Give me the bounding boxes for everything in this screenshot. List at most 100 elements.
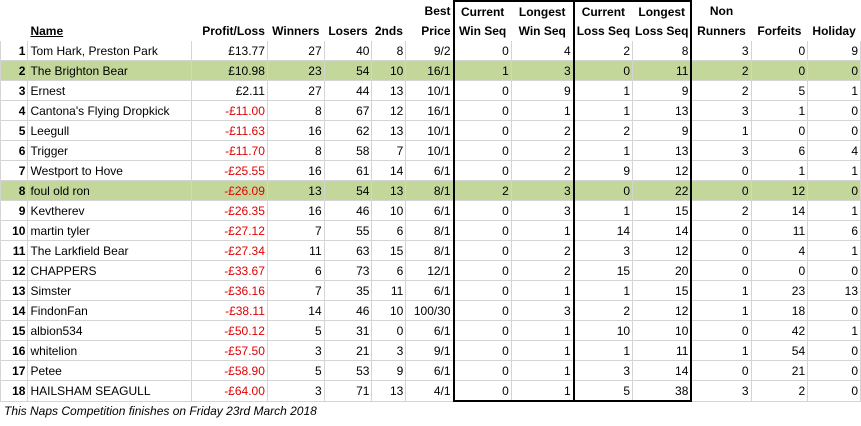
cell-seconds: 12: [371, 100, 407, 121]
cell-player-name: The Brighton Bear: [27, 60, 193, 81]
cell-seconds: 7: [371, 140, 407, 161]
header-longest-loss-seq-2: Loss Seq: [632, 21, 693, 41]
cell-holiday: 0: [807, 180, 861, 201]
cell-non-runners: 3: [690, 380, 752, 402]
cell-rank: 13: [0, 280, 29, 301]
cell-longest-win-seq: 1: [510, 100, 575, 121]
cell-longest-loss-seq: 20: [632, 260, 693, 281]
cell-rank: 15: [0, 320, 29, 341]
cell-best-price: 4/1: [405, 380, 455, 402]
cell-best-price: 6/1: [405, 360, 455, 381]
cell-longest-win-seq: 3: [510, 180, 575, 201]
cell-current-loss-seq: 10: [573, 320, 634, 341]
table-row: 9 Kevtherev -£26.35 16 46 10 6/1 0 3 1 15 2 14 1: [0, 200, 861, 221]
cell-forfeits: 0: [750, 260, 809, 281]
cell-best-price: 100/30: [405, 300, 455, 321]
header-best-price-1: Best: [424, 4, 451, 19]
cell-seconds: 13: [371, 180, 407, 201]
cell-holiday: 1: [807, 320, 861, 341]
cell-non-runners: 2: [690, 60, 752, 81]
cell-current-loss-seq: 3: [573, 360, 634, 381]
cell-current-win-seq: 0: [452, 300, 512, 321]
cell-profit-loss: -£36.16: [191, 280, 268, 301]
cell-holiday: 0: [807, 300, 861, 321]
cell-player-name: Simster: [27, 280, 193, 301]
table-row: 1 Tom Hark, Preston Park £13.77 27 40 8 9/2 0 4 2…: [0, 40, 861, 61]
cell-profit-loss: £10.98: [191, 60, 268, 81]
cell-non-runners: 3: [690, 40, 752, 61]
cell-rank: 17: [0, 360, 29, 381]
cell-best-price: 10/1: [405, 80, 455, 101]
cell-rank: 3: [0, 80, 29, 101]
cell-best-price: 8/1: [405, 240, 455, 261]
cell-seconds: 9: [371, 360, 407, 381]
cell-losers: 61: [323, 160, 373, 181]
cell-current-loss-seq: 1: [573, 140, 634, 161]
cell-player-name: Kevtherev: [27, 200, 193, 221]
header-row-1: Best Current Longest Current Longest Non: [1, 0, 861, 21]
cell-current-win-seq: 2: [452, 180, 512, 201]
cell-winners: 5: [266, 320, 325, 341]
cell-holiday: 0: [807, 60, 861, 81]
cell-forfeits: 54: [750, 340, 809, 361]
cell-seconds: 13: [371, 380, 407, 402]
cell-holiday: 1: [807, 80, 861, 101]
cell-player-name: Tom Hark, Preston Park: [27, 40, 193, 61]
cell-losers: 54: [323, 60, 373, 81]
cell-longest-win-seq: 1: [510, 220, 575, 241]
cell-rank: 5: [0, 120, 29, 141]
cell-non-runners: 1: [690, 340, 752, 361]
header-current-win-seq-2: Win Seq: [452, 21, 512, 41]
header-current-loss-seq-2: Loss Seq: [576, 23, 631, 38]
cell-profit-loss: £2.11: [191, 80, 268, 101]
cell-winners: 23: [266, 60, 325, 81]
cell-profit-loss: -£25.55: [191, 160, 268, 181]
cell-current-loss-seq: 0: [573, 60, 634, 81]
header-longest-win-seq-2: Win Seq: [511, 21, 575, 41]
cell-rank: 4: [0, 100, 29, 121]
cell-best-price: 6/1: [405, 320, 455, 341]
cell-winners: 7: [266, 280, 325, 301]
table-row: 14 FindonFan -£38.11 14 46 10 100/30 0 3 2 12 1 18 0: [0, 300, 861, 321]
cell-losers: 40: [323, 40, 373, 61]
competition-footer-note: This Naps Competition finishes on Friday…: [4, 404, 317, 418]
cell-current-win-seq: 0: [452, 340, 512, 361]
cell-holiday: 0: [807, 260, 861, 281]
table-row: 5 Leegull -£11.63 16 62 13 10/1 0 2 2 9 1 0 0: [0, 120, 861, 141]
cell-current-loss-seq: 1: [573, 280, 634, 301]
cell-current-loss-seq: 2: [573, 40, 634, 61]
cell-profit-loss: -£26.09: [191, 180, 268, 201]
cell-non-runners: 1: [690, 300, 752, 321]
cell-longest-win-seq: 9: [510, 80, 575, 101]
cell-longest-loss-seq: 11: [632, 60, 693, 81]
cell-longest-loss-seq: 22: [632, 180, 693, 201]
cell-current-win-seq: 1: [452, 60, 512, 81]
cell-rank: 1: [0, 40, 29, 61]
cell-best-price: 6/1: [405, 280, 455, 301]
cell-winners: 8: [266, 100, 325, 121]
cell-winners: 7: [266, 220, 325, 241]
cell-rank: 14: [0, 300, 29, 321]
table-row: 8 foul old ron -£26.09 13 54 13 8/1 2 3 0 22 0 12 0: [0, 180, 861, 201]
cell-non-runners: 3: [690, 100, 752, 121]
cell-best-price: 10/1: [405, 140, 455, 161]
cell-player-name: Petee: [27, 360, 193, 381]
cell-forfeits: 23: [750, 280, 809, 301]
header-winners: Winners: [272, 23, 320, 38]
cell-longest-win-seq: 2: [510, 260, 575, 281]
cell-profit-loss: -£27.12: [191, 220, 268, 241]
cell-current-win-seq: 0: [452, 360, 512, 381]
cell-non-runners: 0: [690, 180, 752, 201]
cell-best-price: 12/1: [405, 260, 455, 281]
cell-longest-loss-seq: 14: [632, 360, 693, 381]
cell-rank: 10: [0, 220, 29, 241]
cell-losers: 62: [323, 120, 373, 141]
cell-holiday: 4: [807, 140, 861, 161]
cell-non-runners: 1: [690, 280, 752, 301]
cell-winners: 14: [266, 300, 325, 321]
cell-holiday: 0: [807, 100, 861, 121]
cell-losers: 67: [323, 100, 373, 121]
header-profit-loss: Profit/Loss: [202, 23, 265, 38]
cell-player-name: Ernest: [27, 80, 193, 101]
cell-rank: 6: [0, 140, 29, 161]
